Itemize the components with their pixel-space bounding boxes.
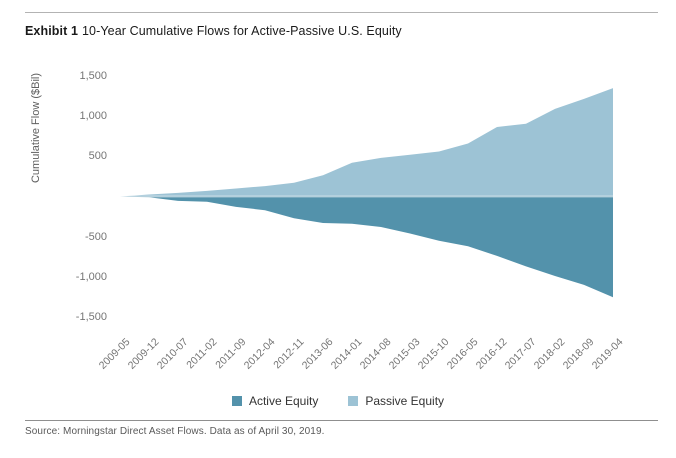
legend-label: Passive Equity — [365, 394, 445, 408]
y-tick-label: -500 — [84, 230, 107, 243]
legend-label: Active Equity — [248, 394, 319, 408]
source-note: Source: Morningstar Direct Asset Flows. … — [25, 426, 325, 437]
top-divider — [25, 12, 658, 13]
area-passive-equity — [120, 88, 613, 197]
y-axis-title: Cumulative Flow ($Bil) — [30, 72, 42, 184]
bottom-divider — [25, 420, 658, 421]
y-tick-label: -1,500 — [75, 311, 107, 323]
y-tick-label: 1,000 — [79, 110, 107, 123]
legend-item-active-equity: Active Equity — [231, 394, 319, 408]
exhibit-title-text: 10-Year Cumulative Flows for Active-Pass… — [82, 24, 402, 38]
legend-item-passive-equity: Passive Equity — [348, 394, 444, 408]
exhibit-title: Exhibit 1 10-Year Cumulative Flows for Ac… — [25, 24, 402, 38]
area-chart — [120, 88, 613, 298]
legend-swatch-passive-equity — [348, 396, 359, 406]
chart-legend: Active Equity Passive Equity — [0, 394, 676, 408]
exhibit-label: Exhibit 1 — [25, 24, 78, 38]
legend-swatch-active-equity — [231, 396, 242, 406]
y-tick-label: 500 — [88, 150, 107, 163]
y-tick-label: 1,500 — [79, 70, 107, 82]
area-active-equity — [120, 196, 613, 298]
y-tick-label: -1,000 — [75, 270, 107, 283]
